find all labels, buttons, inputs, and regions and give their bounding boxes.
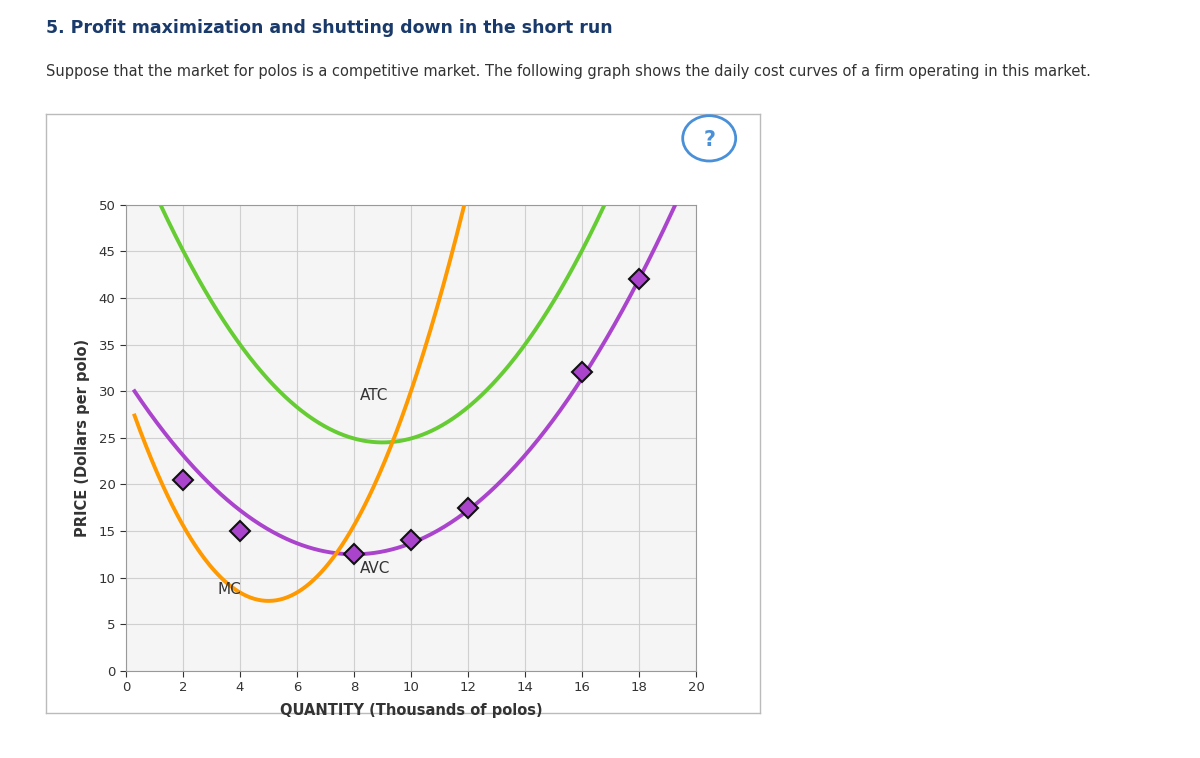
Text: ATC: ATC — [360, 388, 388, 403]
Text: ?: ? — [703, 130, 715, 150]
Text: Suppose that the market for polos is a competitive market. The following graph s: Suppose that the market for polos is a c… — [46, 64, 1091, 80]
Text: 5. Profit maximization and shutting down in the short run: 5. Profit maximization and shutting down… — [46, 19, 612, 37]
X-axis label: QUANTITY (Thousands of polos): QUANTITY (Thousands of polos) — [280, 703, 542, 718]
Y-axis label: PRICE (Dollars per polo): PRICE (Dollars per polo) — [76, 339, 90, 537]
Text: AVC: AVC — [360, 561, 390, 576]
Text: MC: MC — [217, 582, 241, 597]
